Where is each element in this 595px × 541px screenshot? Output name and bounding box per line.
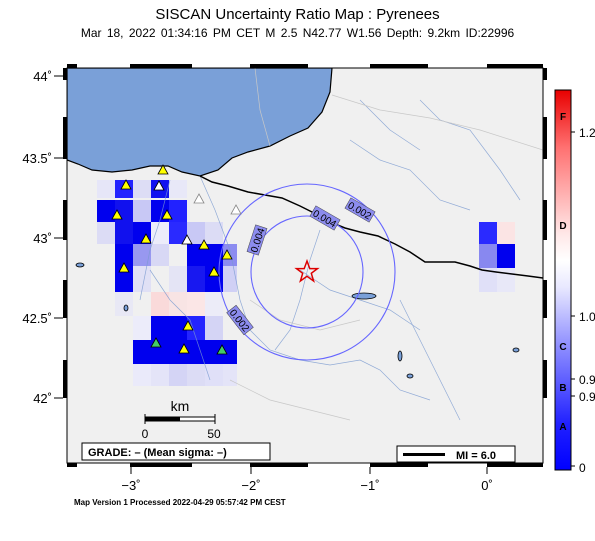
map-frame bbox=[54, 64, 547, 474]
event-info: Mar 18, 2022 01:34:16 PM CET M 2.5 N42.7… bbox=[80, 26, 515, 40]
y-axis-label: 43˚ bbox=[33, 231, 52, 246]
scale-bar-tick-0: 0 bbox=[142, 427, 149, 441]
map-title: SISCAN Uncertainty Ratio Map : Pyrenees bbox=[155, 6, 440, 23]
x-axis-label: −2˚ bbox=[241, 478, 260, 493]
colorbar: 1.2 1.0 0.9 0.9 0 F D C B A bbox=[554, 89, 595, 475]
station-icon bbox=[182, 320, 194, 331]
contours bbox=[218, 183, 396, 361]
x-axis-label: −1˚ bbox=[360, 478, 379, 493]
x-axis-labels: −3˚ −2˚ −1˚ 0˚ bbox=[121, 478, 492, 493]
station-icon bbox=[216, 344, 228, 355]
colorbar-letter: F bbox=[560, 112, 566, 123]
scale-bar: km 0 50 bbox=[142, 398, 221, 441]
rivers bbox=[139, 99, 521, 421]
scale-bar-tick-50: 50 bbox=[207, 427, 221, 441]
colorbar-value: 1.0 bbox=[579, 310, 595, 324]
y-axis-label: 42˚ bbox=[33, 391, 52, 406]
country-border-france-spain bbox=[199, 175, 543, 279]
station-icon bbox=[178, 343, 190, 354]
colorbar-value: 0 bbox=[579, 461, 586, 475]
colorbar-value: 0.9 bbox=[579, 373, 595, 387]
station-icon bbox=[230, 204, 242, 215]
station-icon bbox=[140, 233, 152, 244]
mi-legend-text: MI = 6.0 bbox=[456, 450, 496, 462]
colorbar-letter: D bbox=[559, 221, 566, 232]
y-axis-label: 42.5˚ bbox=[22, 311, 52, 326]
colorbar-letter: A bbox=[559, 422, 566, 433]
colorbar-letter: B bbox=[559, 383, 566, 394]
station-icon bbox=[150, 337, 162, 348]
y-axis-label: 43.5˚ bbox=[22, 151, 52, 166]
x-axis-label: 0˚ bbox=[481, 478, 493, 493]
colorbar-value: 1.2 bbox=[579, 126, 595, 140]
station-icon bbox=[208, 266, 220, 277]
station-icon bbox=[120, 179, 132, 190]
station-icon bbox=[161, 209, 173, 220]
colorbar-letter: C bbox=[559, 342, 566, 353]
station-icon bbox=[221, 249, 233, 260]
map-version-footer: Map Version 1 Processed 2022-04-29 05:57… bbox=[74, 498, 286, 507]
lakes bbox=[75, 262, 520, 379]
y-axis-labels: 44˚ 43.5˚ 43˚ 42.5˚ 42˚ bbox=[22, 69, 52, 406]
stations bbox=[111, 164, 242, 355]
grade-text: GRADE: – (Mean sigma: –) bbox=[88, 447, 227, 459]
epicenter-star-icon bbox=[294, 258, 320, 283]
station-icon bbox=[181, 234, 193, 245]
station-icon bbox=[198, 239, 210, 250]
scale-bar-unit: km bbox=[171, 398, 190, 414]
station-icon bbox=[153, 180, 165, 191]
station-icon bbox=[157, 164, 169, 175]
mi-legend: MI = 6.0 bbox=[396, 445, 516, 463]
station-icon bbox=[193, 193, 205, 204]
sea-bay-of-biscay bbox=[67, 68, 333, 177]
grade-box: GRADE: – (Mean sigma: –) bbox=[81, 442, 271, 461]
y-axis-label: 44˚ bbox=[33, 69, 52, 84]
colorbar-value: 0.9 bbox=[579, 390, 595, 404]
station-icon bbox=[111, 209, 123, 220]
map-area[interactable]: 0.002 0.004 0.004 0.002 bbox=[67, 68, 543, 463]
x-axis-label: −3˚ bbox=[121, 478, 140, 493]
admin-borders bbox=[229, 68, 543, 421]
station-icon bbox=[118, 262, 130, 273]
